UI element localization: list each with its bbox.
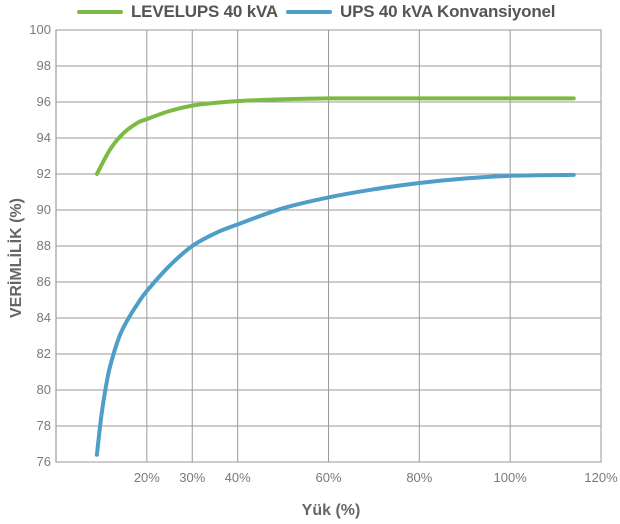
x-tick-label: 60% bbox=[315, 470, 341, 485]
x-tick-label: 30% bbox=[179, 470, 205, 485]
y-tick-label: 84 bbox=[37, 310, 51, 325]
legend-swatch-levelups bbox=[77, 10, 123, 14]
x-tick-label: 80% bbox=[406, 470, 432, 485]
legend-label-conventional: UPS 40 kVA Konvansiyonel bbox=[340, 2, 556, 21]
x-axis-ticks: 20% 30% 40% 60% 80% 100% 120% bbox=[134, 470, 618, 485]
x-tick-label: 120% bbox=[584, 470, 618, 485]
series-line-conventional bbox=[94, 172, 576, 457]
y-tick-label: 86 bbox=[37, 274, 51, 289]
legend-swatch-conventional bbox=[286, 10, 332, 14]
x-tick-label: 40% bbox=[225, 470, 251, 485]
chart-legend: LEVELUPS 40 kVA UPS 40 kVA Konvansiyonel bbox=[0, 2, 620, 28]
y-axis-ticks: 76 78 80 82 84 86 88 90 92 94 96 98 100 bbox=[29, 22, 51, 469]
chart-grid bbox=[55, 29, 602, 463]
x-tick-label: 100% bbox=[494, 470, 528, 485]
y-tick-label: 90 bbox=[37, 202, 51, 217]
y-tick-label: 80 bbox=[37, 382, 51, 397]
legend-item-conventional: UPS 40 kVA Konvansiyonel bbox=[286, 2, 556, 22]
y-tick-label: 76 bbox=[37, 454, 51, 469]
y-tick-label: 88 bbox=[37, 238, 51, 253]
y-tick-label: 100 bbox=[29, 22, 51, 37]
x-tick-label: 20% bbox=[134, 470, 160, 485]
y-axis-title: VERİMLİLİK (%) bbox=[7, 198, 25, 318]
chart-series bbox=[94, 96, 576, 457]
legend-item-levelups: LEVELUPS 40 kVA bbox=[77, 2, 278, 22]
y-tick-label: 78 bbox=[37, 418, 51, 433]
y-tick-label: 96 bbox=[37, 94, 51, 109]
y-tick-label: 82 bbox=[37, 346, 51, 361]
legend-label-levelups: LEVELUPS 40 kVA bbox=[131, 2, 278, 21]
x-axis-title: Yük (%) bbox=[302, 502, 361, 519]
y-tick-label: 94 bbox=[37, 130, 51, 145]
y-tick-label: 98 bbox=[37, 58, 51, 73]
series-line-levelups bbox=[94, 96, 576, 176]
y-tick-label: 92 bbox=[37, 166, 51, 181]
